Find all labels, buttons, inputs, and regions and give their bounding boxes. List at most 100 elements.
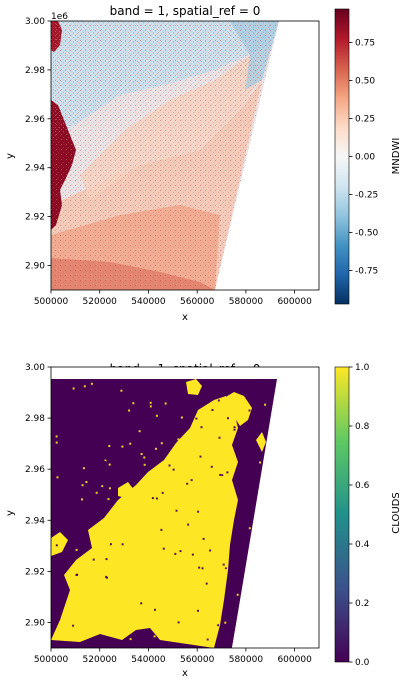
cloud-speckle — [161, 498, 164, 501]
cloud-speckle — [227, 417, 229, 420]
cloud-speckle — [103, 484, 105, 487]
cloud-speckle — [199, 633, 202, 636]
panel-1-xlabel: x — [182, 312, 188, 323]
clouds-east-fragment — [256, 432, 266, 452]
cloud-speckle — [80, 448, 83, 451]
cloud-speckle — [74, 462, 76, 464]
cloud-speckle — [224, 567, 227, 570]
cloud-speckle — [144, 482, 146, 485]
x-tick-label: 600000 — [277, 655, 312, 665]
clouds-raster — [51, 367, 319, 648]
cloud-speckle — [149, 401, 152, 404]
cloud-speckle — [127, 527, 130, 530]
cloud-speckle — [217, 624, 220, 627]
cloud-speckle — [89, 623, 92, 626]
cloud-speckle — [252, 425, 255, 428]
cloud-speckle — [78, 507, 81, 510]
cloud-speckle — [108, 445, 111, 447]
cloud-speckle — [245, 505, 248, 508]
cloud-speckle — [140, 453, 143, 455]
cloud-speckle — [247, 451, 250, 454]
clouds-colorbar-label: CLOUDS — [391, 492, 402, 533]
x-tick-label: 600000 — [277, 297, 312, 307]
cloud-speckle — [55, 441, 58, 444]
cloud-speckle — [72, 624, 75, 627]
cloud-speckle — [199, 455, 202, 458]
cloud-speckle — [74, 518, 77, 521]
cloud-speckle — [168, 464, 171, 467]
y-tick-label: 2.94 — [25, 516, 45, 526]
cloud-speckle — [191, 553, 194, 556]
cloud-speckle — [233, 426, 236, 429]
cloud-speckle — [179, 550, 182, 553]
clouds-colorbar — [334, 366, 350, 663]
cloud-speckle — [259, 382, 262, 385]
cloud-speckle — [107, 498, 110, 501]
cloud-speckle — [131, 487, 134, 490]
cloud-speckle — [210, 465, 213, 468]
x-tick-label: 540000 — [131, 655, 166, 665]
cloud-speckle — [217, 399, 220, 402]
cloud-speckle — [248, 409, 251, 412]
cloud-speckle — [108, 487, 111, 490]
cloud-speckle — [200, 426, 203, 429]
cloud-speckle — [240, 497, 243, 500]
cloud-speckle — [83, 596, 86, 598]
mndwi-colorbar — [334, 8, 350, 305]
panel-1-offset-text: 1e6 — [51, 12, 68, 22]
cloud-speckle — [81, 498, 83, 501]
cloud-speckle — [87, 476, 89, 479]
cloud-speckle — [150, 613, 153, 616]
cloud-speckle — [56, 476, 59, 479]
cloud-speckle — [154, 608, 156, 611]
cloud-speckle — [144, 512, 147, 515]
cloud-speckle — [69, 491, 72, 494]
x-tick-label: 500000 — [34, 655, 69, 665]
y-tick-label: 2.94 — [25, 164, 45, 174]
cloud-speckle — [143, 463, 146, 466]
cloud-speckle — [259, 461, 262, 464]
cloud-speckle — [206, 638, 209, 641]
cloud-speckle — [209, 549, 212, 552]
x-tick-label: 540000 — [131, 297, 166, 307]
cloud-speckle — [236, 593, 239, 596]
panel-clouds: band = 1, spatial_ref = 0 1e6 5000005200… — [5, 362, 402, 679]
cloud-speckle — [155, 497, 158, 500]
cloud-speckle — [269, 385, 272, 388]
x-tick-label: 560000 — [180, 297, 215, 307]
cloud-speckle — [128, 409, 131, 412]
cloud-speckle — [161, 491, 164, 494]
cloud-speckle — [74, 474, 77, 477]
cloud-speckle — [132, 402, 135, 405]
cloud-speckle — [241, 553, 244, 556]
cloud-speckle — [107, 414, 110, 416]
cloud-speckle — [161, 395, 164, 398]
cloud-speckle — [198, 566, 201, 569]
cloud-speckle — [105, 575, 108, 578]
colorbar-tick-label: -0.75 — [355, 267, 378, 277]
cloud-speckle — [196, 402, 199, 405]
cloud-speckle — [121, 445, 124, 448]
cloud-speckle — [153, 517, 156, 520]
cloud-speckle — [58, 429, 61, 432]
cloud-speckle — [75, 548, 78, 551]
cloud-speckle — [205, 582, 208, 585]
cloud-speckle — [187, 523, 190, 526]
clouds-colorbar-ticks: 0.0 0.2 0.4 0.6 0.8 1.0 — [349, 363, 370, 668]
cloud-speckle — [82, 467, 85, 470]
cloud-speckle — [174, 552, 177, 555]
cloud-speckle — [76, 573, 79, 576]
cloud-speckle — [214, 501, 217, 504]
cloud-speckle — [80, 463, 83, 466]
cloud-speckle — [176, 566, 179, 569]
cloud-speckle — [197, 510, 200, 513]
y-tick-label: 2.96 — [25, 115, 45, 125]
cloud-speckle — [66, 478, 69, 481]
cloud-speckle — [224, 621, 227, 624]
cloud-speckle — [81, 412, 84, 415]
cloud-speckle — [72, 399, 75, 402]
y-tick-label: 2.92 — [25, 567, 45, 577]
cloud-speckle — [73, 437, 76, 440]
cloud-speckle — [85, 481, 88, 483]
cloud-speckle — [92, 558, 95, 561]
